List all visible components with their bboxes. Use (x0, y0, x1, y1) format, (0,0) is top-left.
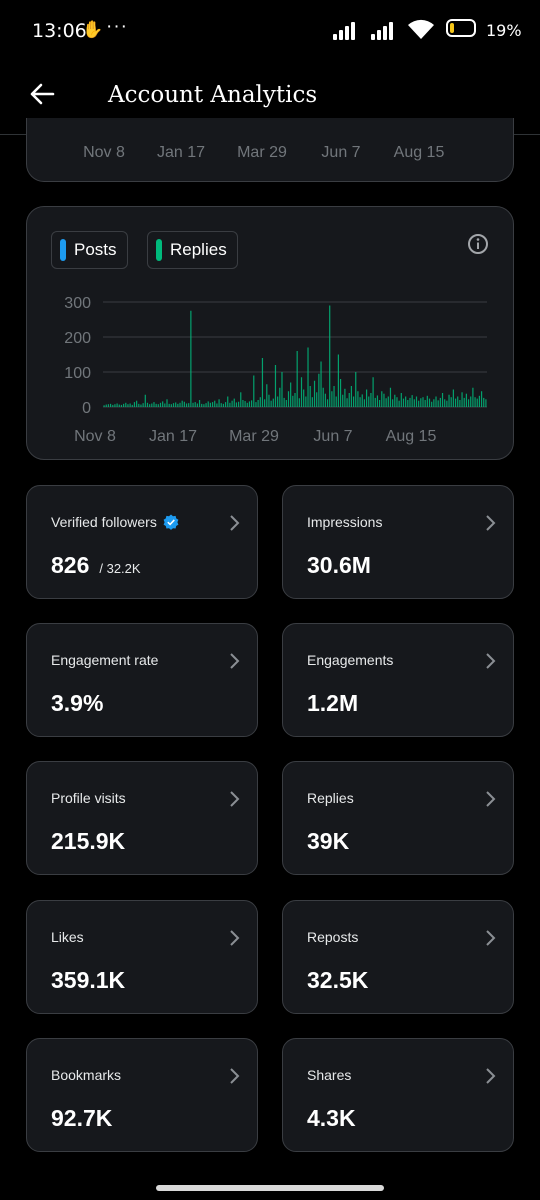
activity-chart-card: Posts Replies 0 100 200 300 Nov 8 Jan 17 Mar 2… (26, 206, 514, 460)
chevron-right-icon (230, 1068, 240, 1084)
battery-icon (446, 19, 476, 37)
metric-card-engagement-rate[interactable]: Engagement rate 3.9% (26, 623, 258, 737)
metric-card-likes[interactable]: Likes 359.1K (26, 900, 258, 1014)
more-notifications-icon: ··· (106, 16, 128, 37)
chevron-right-icon (230, 791, 240, 807)
x-tick-label: Mar 29 (229, 428, 279, 445)
metric-subvalue: / 32.2K (99, 561, 141, 576)
metric-label: Bookmarks (51, 1067, 122, 1083)
chevron-right-icon (486, 930, 496, 946)
replies-color-swatch (156, 239, 162, 261)
metric-card-verified-followers[interactable]: Verified followers 826/ 32.2K (26, 485, 258, 599)
metric-value: 215.9K (51, 828, 126, 854)
status-time: 13:06 (32, 20, 87, 42)
metric-label: Likes (51, 929, 84, 945)
metric-value: 826/ 32.2K (51, 552, 141, 578)
metric-card-shares[interactable]: Shares 4.3K (282, 1038, 514, 1152)
wifi-icon (408, 19, 434, 39)
x-tick-label: Aug 15 (386, 428, 437, 445)
legend-replies-label: Replies (170, 240, 227, 259)
x-tick-label: Jan 17 (149, 428, 197, 445)
metric-value: 1.2M (307, 690, 359, 716)
metric-card-bookmarks[interactable]: Bookmarks 92.7K (26, 1038, 258, 1152)
hand-icon: ✋ (82, 20, 104, 39)
chevron-right-icon (230, 515, 240, 531)
verified-badge-icon (163, 514, 179, 530)
chevron-right-icon (486, 515, 496, 531)
metric-label: Reposts (307, 929, 359, 945)
range-date: Nov 8 (83, 144, 125, 161)
y-tick-label: 0 (82, 400, 91, 417)
metric-label: Replies (307, 790, 354, 806)
chevron-right-icon (486, 791, 496, 807)
x-tick-label: Jun 7 (313, 428, 352, 445)
y-tick-label: 300 (64, 295, 91, 312)
legend-replies-toggle[interactable]: Replies (147, 231, 238, 269)
y-tick-label: 100 (64, 365, 91, 382)
signal-icon (371, 20, 401, 40)
metric-label: Engagements (307, 652, 394, 668)
metric-label: Profile visits (51, 790, 126, 806)
chevron-right-icon (486, 1068, 496, 1084)
metric-card-impressions[interactable]: Impressions 30.6M (282, 485, 514, 599)
range-date: Aug 15 (393, 144, 445, 161)
metric-label: Verified followers (51, 514, 179, 530)
status-bar: 13:06 ✋ ··· 19% (0, 0, 540, 62)
metric-value: 30.6M (307, 552, 371, 578)
metric-value: 32.5K (307, 967, 369, 993)
metric-card-replies[interactable]: Replies 39K (282, 761, 514, 875)
metric-value: 92.7K (51, 1105, 113, 1131)
signal-icon (333, 20, 363, 40)
range-date: Jan 17 (156, 144, 206, 161)
metric-value: 359.1K (51, 967, 126, 993)
metric-label: Engagement rate (51, 652, 159, 668)
x-tick-label: Nov 8 (74, 428, 116, 445)
battery-percent: 19% (486, 21, 522, 40)
info-icon[interactable] (467, 233, 489, 255)
metric-card-reposts[interactable]: Reposts 32.5K (282, 900, 514, 1014)
metric-card-profile-visits[interactable]: Profile visits 215.9K (26, 761, 258, 875)
range-date: Mar 29 (237, 144, 287, 161)
date-range-card[interactable]: Nov 8 Jan 17 Mar 29 Jun 7 Aug 15 (26, 118, 514, 182)
legend-posts-toggle[interactable]: Posts (51, 231, 128, 269)
posts-color-swatch (60, 239, 66, 261)
metric-value: 3.9% (51, 690, 104, 716)
legend-posts-label: Posts (74, 240, 117, 259)
chevron-right-icon (486, 653, 496, 669)
range-date: Jun 7 (321, 144, 361, 161)
page-title: Account Analytics (108, 82, 318, 108)
chevron-right-icon (230, 653, 240, 669)
metric-label: Impressions (307, 514, 383, 530)
chevron-right-icon (230, 930, 240, 946)
activity-chart: 0 100 200 300 Nov 8 Jan 17 Mar 29 Jun 7 Aug 15 (64, 295, 487, 445)
metric-value: 39K (307, 828, 350, 854)
metric-label: Shares (307, 1067, 352, 1083)
metric-card-engagements[interactable]: Engagements 1.2M (282, 623, 514, 737)
home-indicator[interactable] (156, 1185, 384, 1191)
arrow-left-icon[interactable] (28, 80, 56, 108)
metric-value: 4.3K (307, 1105, 356, 1131)
y-tick-label: 200 (64, 330, 91, 347)
